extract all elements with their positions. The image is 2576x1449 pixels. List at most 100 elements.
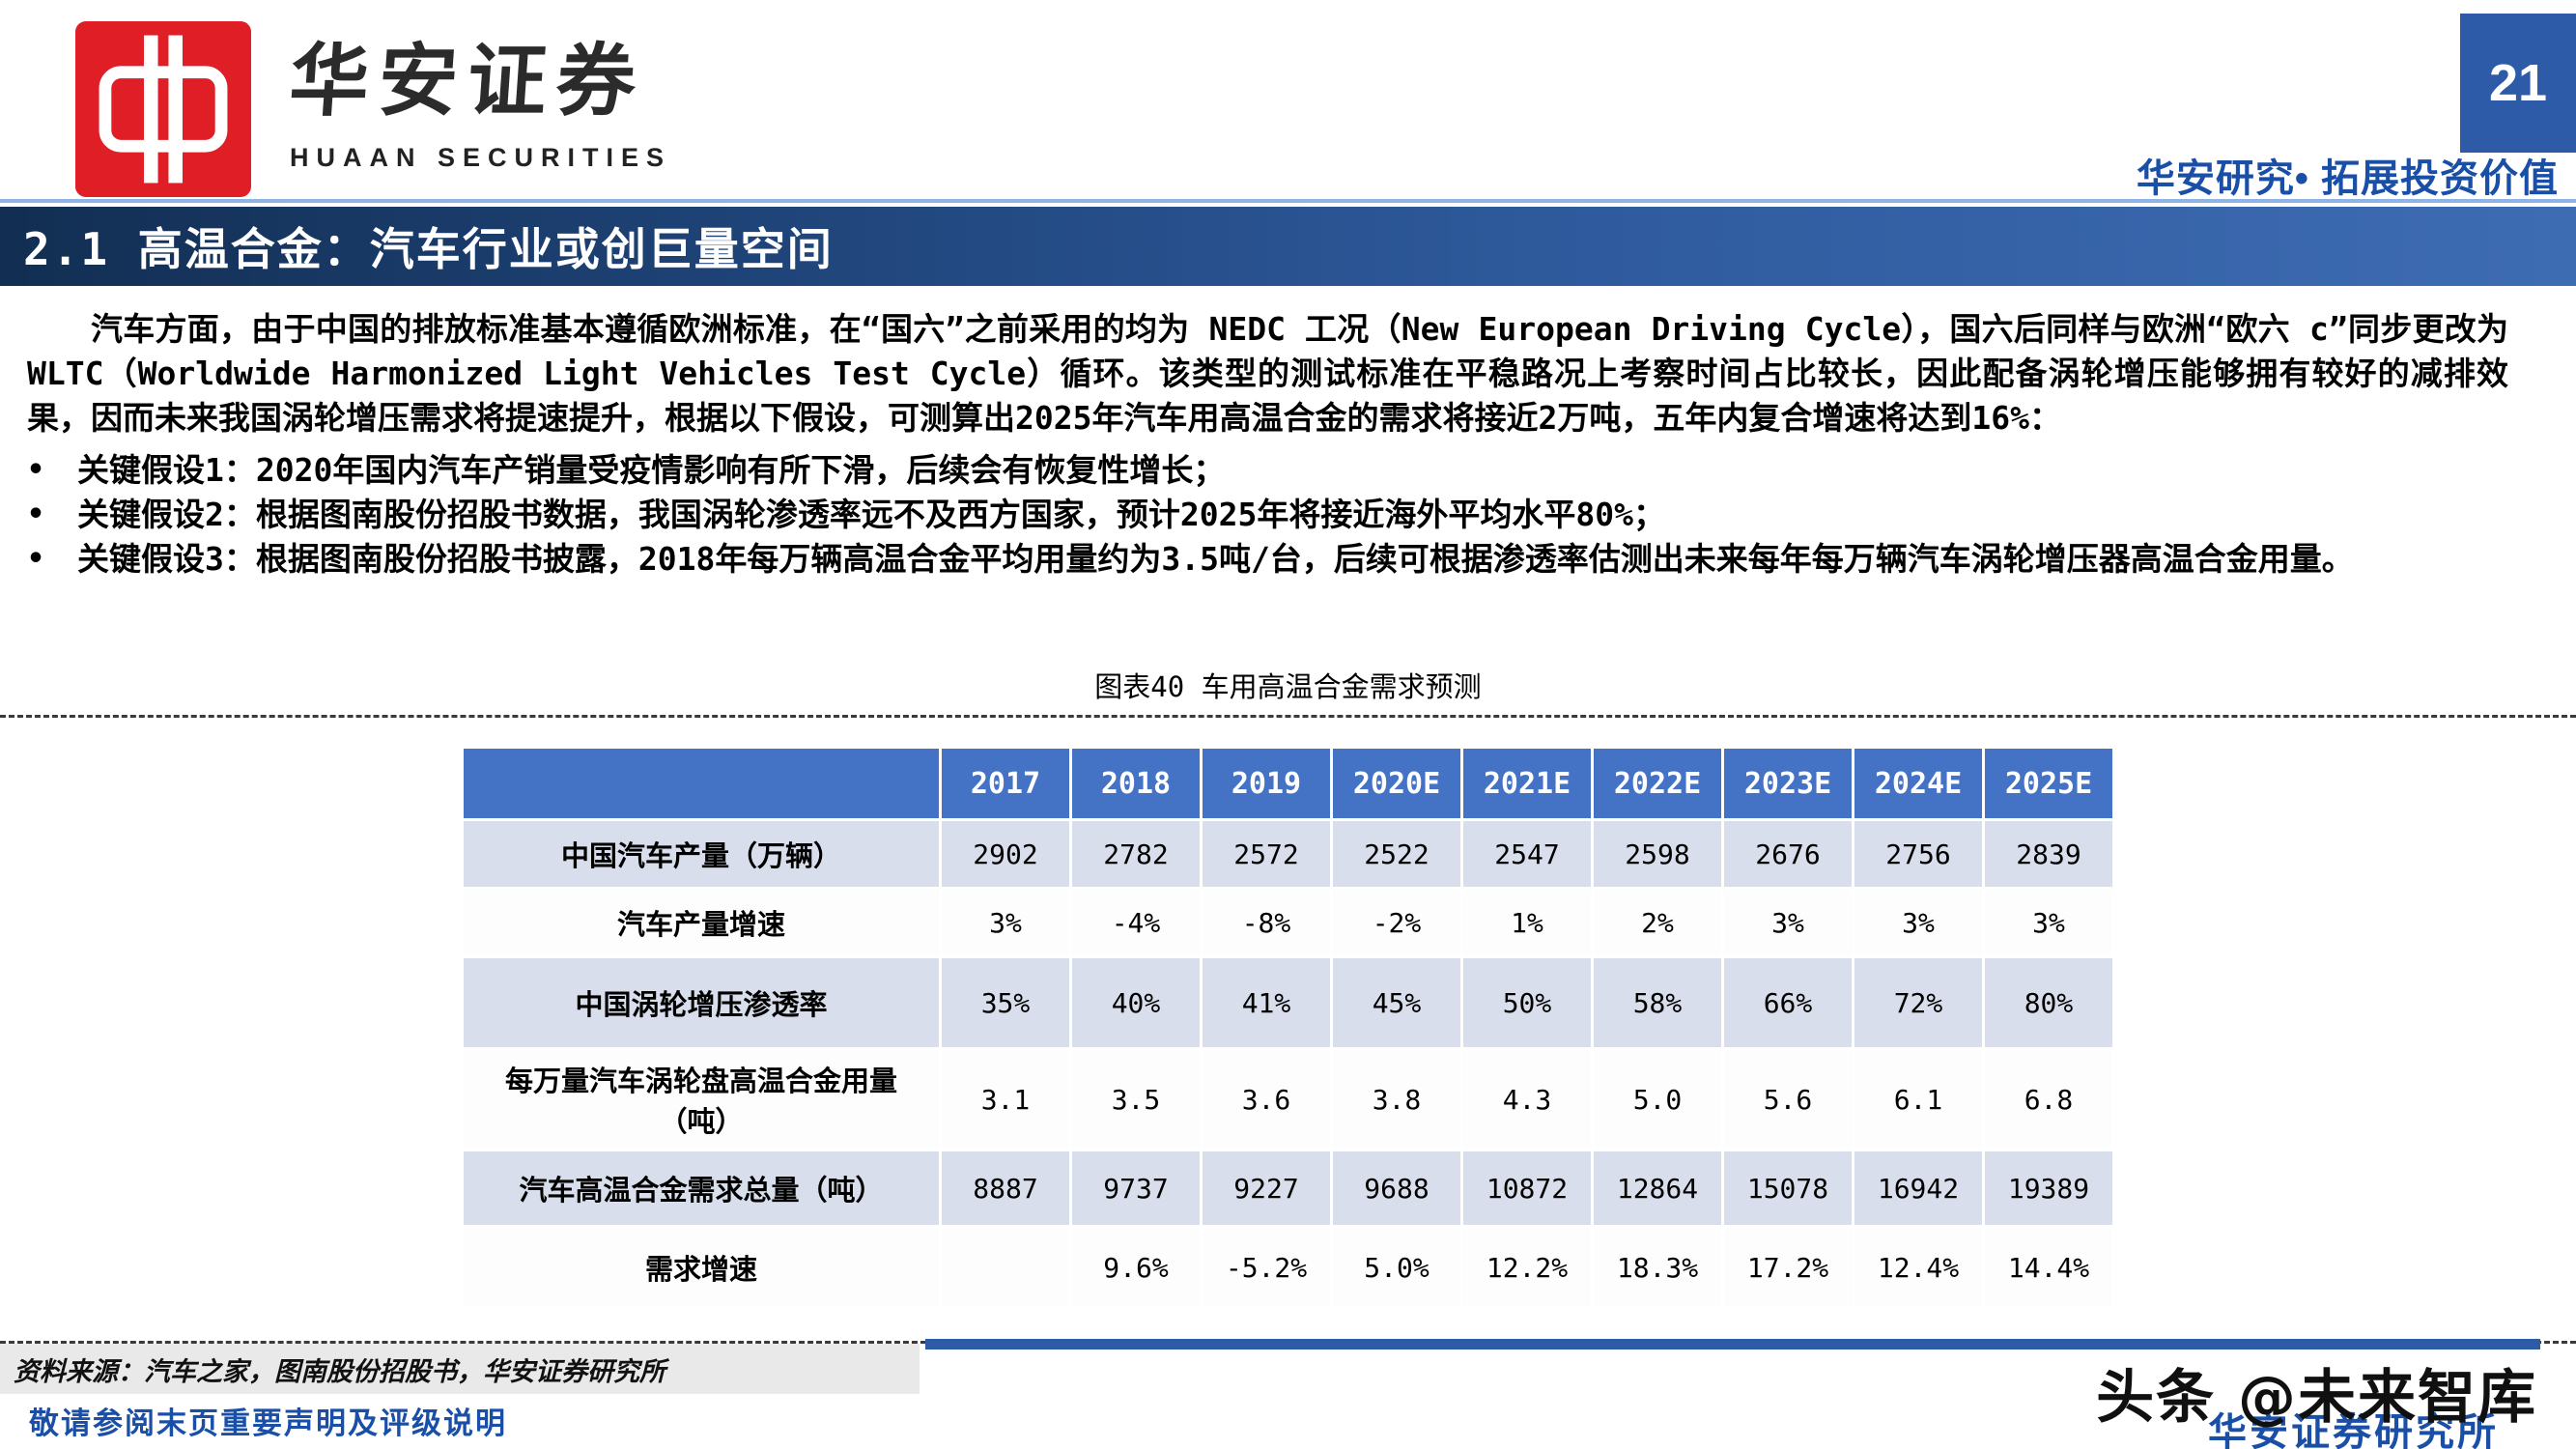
page-number-badge: 21 <box>2460 14 2576 153</box>
watermark-text: 头条 @未来智库 <box>2096 1364 2537 1432</box>
table-cell: 9227 <box>1203 1151 1330 1225</box>
bullet-icon: • <box>27 453 45 487</box>
bullet-text: 关键假设1：2020年国内汽车产销量受疫情影响有所下滑，后续会有恢复性增长； <box>77 451 1226 489</box>
table-year-header: 2020E <box>1333 749 1460 818</box>
table-cell: 41% <box>1203 958 1330 1047</box>
table-cell: -2% <box>1333 890 1460 955</box>
row-label: 汽车产量增速 <box>464 890 939 955</box>
list-item: • 关键假设3：根据图南股份招股书披露，2018年每万辆高温合金平均用量约为3.… <box>27 537 2508 582</box>
table-cell: 3.8 <box>1333 1050 1460 1149</box>
list-item: • 关键假设2：根据图南股份招股书数据，我国涡轮渗透率远不及西方国家，预计202… <box>27 493 2508 537</box>
table-cell: 3% <box>942 890 1069 955</box>
table-row: 每万量汽车涡轮盘高温合金用量（吨） 3.1 3.5 3.6 3.8 4.3 5.0 5.6 6.… <box>464 1050 2112 1149</box>
table-corner-cell <box>464 749 939 818</box>
table-cell: 45% <box>1333 958 1460 1047</box>
table-cell: 80% <box>1985 958 2112 1047</box>
row-label: 中国涡轮增压渗透率 <box>464 958 939 1047</box>
table-cell: 2756 <box>1854 821 1982 887</box>
table-cell: 58% <box>1594 958 1721 1047</box>
logo-text: 华安证券 HUAAN SECURITIES <box>287 33 672 173</box>
table-cell: 5.6 <box>1724 1050 1852 1149</box>
bullet-icon: • <box>27 497 45 531</box>
table-cell: 4.3 <box>1463 1050 1591 1149</box>
table-cell: 40% <box>1072 958 1200 1047</box>
table-cell: 12.2% <box>1463 1228 1591 1307</box>
table-cell: 72% <box>1854 958 1982 1047</box>
bullet-icon: • <box>27 542 45 576</box>
table-year-header: 2023E <box>1724 749 1852 818</box>
table-cell: 18.3% <box>1594 1228 1721 1307</box>
table-cell: 12.4% <box>1854 1228 1982 1307</box>
table-cell: 3% <box>1854 890 1982 955</box>
bullet-text: 关键假设2：根据图南股份招股书数据，我国涡轮渗透率远不及西方国家，预计2025年… <box>77 496 1665 533</box>
table-cell: 3.5 <box>1072 1050 1200 1149</box>
table-year-header: 2019 <box>1203 749 1330 818</box>
table-year-header: 2018 <box>1072 749 1200 818</box>
table-header-row: 2017 2018 2019 2020E 2021E 2022E 2023E 2024E 202… <box>464 749 2112 818</box>
table-cell: 2839 <box>1985 821 2112 887</box>
table-cell: 8887 <box>942 1151 1069 1225</box>
demand-forecast-table: 2017 2018 2019 2020E 2021E 2022E 2023E 2024E 202… <box>461 746 2115 1310</box>
table-cell: 6.8 <box>1985 1050 2112 1149</box>
huaan-logo-icon <box>75 21 251 197</box>
table-cell: 2598 <box>1594 821 1721 887</box>
table-cell: 3.6 <box>1203 1050 1330 1149</box>
logo-subtitle: HUAAN SECURITIES <box>290 143 672 172</box>
huaan-logo <box>72 21 254 197</box>
table-cell: 2% <box>1594 890 1721 955</box>
table-cell: 1% <box>1463 890 1591 955</box>
table-row: 汽车高温合金需求总量（吨） 8887 9737 9227 9688 10872 12864 1… <box>464 1151 2112 1225</box>
figure-caption: 图表40 车用高温合金需求预测 <box>1094 670 1482 703</box>
source-note: 资料来源：汽车之家，图南股份招股书，华安证券研究所 <box>14 1356 665 1387</box>
table-row: 汽车产量增速 3% -4% -8% -2% 1% 2% 3% 3% 3% <box>464 890 2112 955</box>
table-cell: 16942 <box>1854 1151 1982 1225</box>
table-cell: 9.6% <box>1072 1228 1200 1307</box>
body-text: 汽车方面，由于中国的排放标准基本遵循欧洲标准，在“国六”之前采用的均为 NEDC… <box>27 307 2508 582</box>
table-row: 中国汽车产量（万辆） 2902 2782 2572 2522 2547 2598 2676 27… <box>464 821 2112 887</box>
table-cell: 19389 <box>1985 1151 2112 1225</box>
table-year-header: 2022E <box>1594 749 1721 818</box>
table-cell: 3.1 <box>942 1050 1069 1149</box>
table-row: 中国涡轮增压渗透率 35% 40% 41% 45% 50% 58% 66% 72% 80% <box>464 958 2112 1047</box>
logo-title: 华安证券 <box>286 35 649 128</box>
table-year-header: 2024E <box>1854 749 1982 818</box>
table-cell: 15078 <box>1724 1151 1852 1225</box>
table-cell: 5.0 <box>1594 1050 1721 1149</box>
table-cell: -8% <box>1203 890 1330 955</box>
table-cell: 2902 <box>942 821 1069 887</box>
table-cell: 9688 <box>1333 1151 1460 1225</box>
table-cell: 2522 <box>1333 821 1460 887</box>
table-cell: 66% <box>1724 958 1852 1047</box>
table-cell: 2676 <box>1724 821 1852 887</box>
table-cell: 35% <box>942 958 1069 1047</box>
assumption-list: • 关键假设1：2020年国内汽车产销量受疫情影响有所下滑，后续会有恢复性增长；… <box>27 448 2508 582</box>
row-label: 汽车高温合金需求总量（吨） <box>464 1151 939 1225</box>
table-cell: 6.1 <box>1854 1050 1982 1149</box>
table-year-header: 2017 <box>942 749 1069 818</box>
table-cell: -5.2% <box>1203 1228 1330 1307</box>
institute-name: 华安证券研究所 <box>2208 1410 2499 1449</box>
table-cell: 14.4% <box>1985 1228 2112 1307</box>
row-label: 每万量汽车涡轮盘高温合金用量（吨） <box>464 1050 939 1149</box>
table-cell: 2547 <box>1463 821 1591 887</box>
table-container: 2017 2018 2019 2020E 2021E 2022E 2023E 2024E 202… <box>0 746 2576 1310</box>
row-label: 需求增速 <box>464 1228 939 1307</box>
brand-tagline: 华安研究• 拓展投资价值 <box>2136 157 2559 200</box>
table-cell: 9737 <box>1072 1151 1200 1225</box>
table-cell: 3% <box>1985 890 2112 955</box>
table-cell: 5.0% <box>1333 1228 1460 1307</box>
table-cell: 2572 <box>1203 821 1330 887</box>
section-title: 2.1 高温合金：汽车行业或创巨量空间 <box>23 223 834 275</box>
table-cell: 12864 <box>1594 1151 1721 1225</box>
table-cell <box>942 1228 1069 1307</box>
table-cell: -4% <box>1072 890 1200 955</box>
footer-accent-bar <box>925 1339 2540 1350</box>
header-rule <box>0 199 2576 203</box>
bullet-text: 关键假设3：根据图南股份招股书披露，2018年每万辆高温合金平均用量约为3.5吨… <box>77 540 2354 578</box>
table-cell: 3% <box>1724 890 1852 955</box>
table-cell: 50% <box>1463 958 1591 1047</box>
intro-paragraph: 汽车方面，由于中国的排放标准基本遵循欧洲标准，在“国六”之前采用的均为 NEDC… <box>27 310 2508 437</box>
source-strip: 资料来源：汽车之家，图南股份招股书，华安证券研究所 <box>0 1344 920 1394</box>
dashed-divider-top <box>0 715 2576 718</box>
